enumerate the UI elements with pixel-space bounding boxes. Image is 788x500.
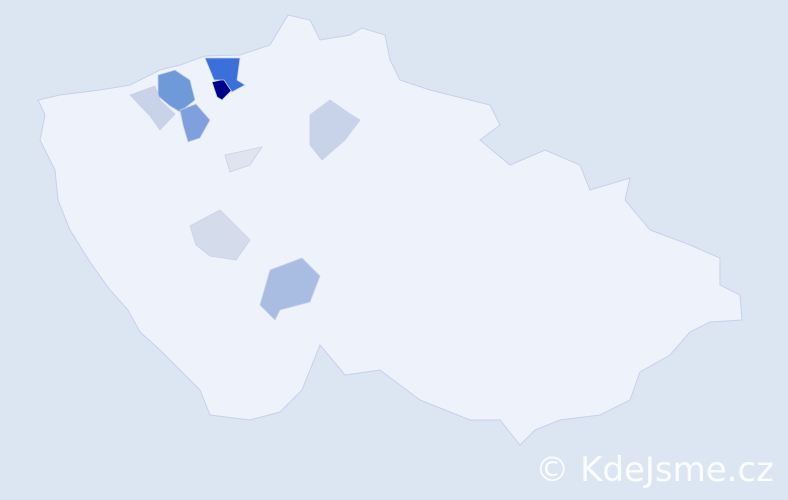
district-region[interactable] bbox=[259, 257, 321, 321]
district-region[interactable] bbox=[179, 103, 211, 143]
watermark: © KdeJsme.cz bbox=[535, 450, 774, 490]
district-region[interactable] bbox=[189, 209, 251, 261]
district-region[interactable] bbox=[157, 69, 196, 113]
district-region[interactable] bbox=[129, 85, 176, 131]
country-outline bbox=[37, 14, 743, 446]
district-region[interactable] bbox=[224, 146, 263, 173]
district-region[interactable] bbox=[204, 57, 246, 93]
district-region[interactable] bbox=[309, 99, 361, 161]
